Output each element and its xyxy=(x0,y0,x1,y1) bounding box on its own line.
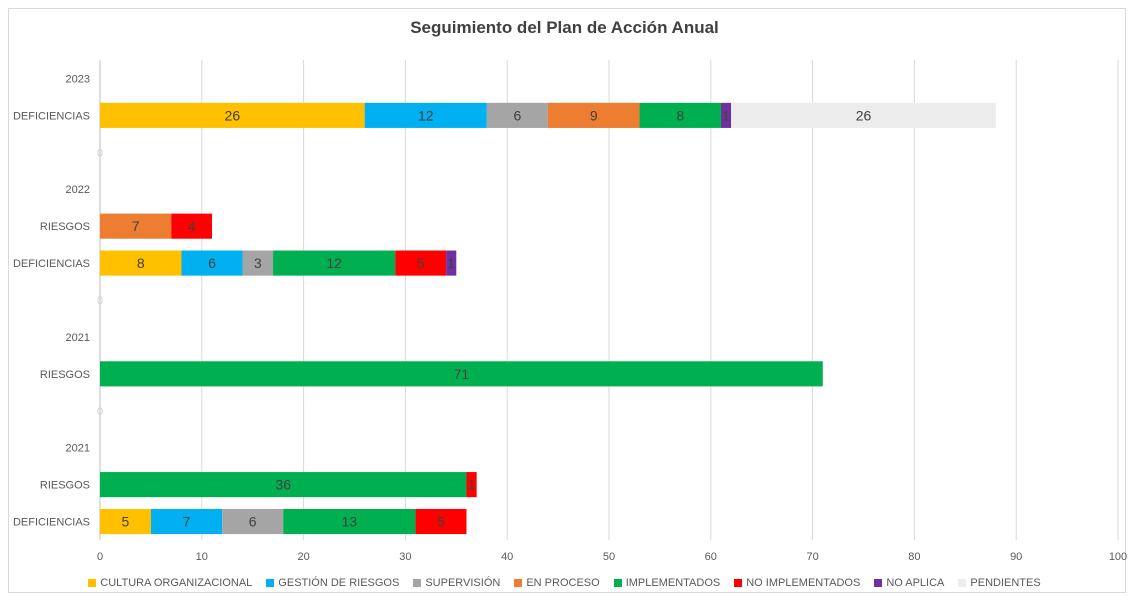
x-tick-label: 90 xyxy=(1010,551,1022,563)
bar-segment xyxy=(100,361,823,387)
data-label: 1 xyxy=(722,107,730,123)
y-category-label: RIESGOS xyxy=(40,221,90,233)
x-tick-label: 70 xyxy=(806,551,818,563)
x-tick-label: 20 xyxy=(297,551,309,563)
bar-segment xyxy=(222,508,284,535)
bar-segment xyxy=(100,250,182,276)
year-label: 2022 xyxy=(66,184,90,196)
legend-label: NO APLICA xyxy=(886,577,945,589)
bar-segment xyxy=(283,508,416,535)
data-label: 5 xyxy=(122,514,130,530)
data-label: 8 xyxy=(676,107,684,123)
legend-item: SUPERVISIÓN xyxy=(413,577,500,589)
data-label: 1 xyxy=(468,477,476,493)
legend-label: EN PROCESO xyxy=(526,577,600,589)
bar-segment xyxy=(242,250,274,276)
data-label: 1 xyxy=(447,255,455,271)
legend-label: CULTURA ORGANIZACIONAL xyxy=(100,577,253,589)
bar-segment xyxy=(364,102,487,128)
data-label: 36 xyxy=(275,477,291,493)
legend-swatch xyxy=(613,579,622,587)
legend-item: EN PROCESO xyxy=(514,577,600,589)
bar-segment xyxy=(415,508,467,535)
x-tick-label: 60 xyxy=(705,551,717,563)
data-label: 13 xyxy=(342,514,358,530)
y-category-label: RIESGOS xyxy=(40,369,90,381)
bar-segment xyxy=(171,213,212,239)
bar-segment xyxy=(273,250,396,276)
legend-item: IMPLEMENTADOS xyxy=(613,577,721,589)
year-label: 2021 xyxy=(66,443,90,455)
data-label: 12 xyxy=(326,255,342,271)
bar-segment xyxy=(547,102,640,128)
y-category-label: DEFICIENCIAS xyxy=(13,258,90,270)
separator-label: 0 xyxy=(97,406,103,418)
data-label: 26 xyxy=(856,107,872,123)
bar-segment xyxy=(466,472,477,498)
legend-label: GESTIÓN DE RIESGOS xyxy=(278,577,400,589)
legend-label: IMPLEMENTADOS xyxy=(625,577,721,589)
bar-segment xyxy=(731,102,996,128)
legend-swatch xyxy=(514,579,523,587)
legend-swatch xyxy=(413,579,422,587)
legend-item: PENDIENTES xyxy=(958,577,1041,589)
legend-swatch xyxy=(734,579,743,587)
data-label: 26 xyxy=(225,107,241,123)
bar-segment xyxy=(100,102,365,128)
y-category-label: DEFICIENCIAS xyxy=(13,517,90,529)
data-label: 4 xyxy=(188,218,196,234)
bar-segment xyxy=(446,250,457,276)
separator-label: 0 xyxy=(97,295,103,307)
chart-title: Seguimiento del Plan de Acción Anual xyxy=(410,18,719,37)
data-label: 6 xyxy=(513,107,521,123)
bar-segment xyxy=(181,250,243,276)
bar-segment xyxy=(150,508,223,535)
bar-segment xyxy=(639,102,721,128)
data-label: 71 xyxy=(454,366,470,382)
x-tick-label: 50 xyxy=(603,551,615,563)
legend-label: PENDIENTES xyxy=(970,577,1041,589)
x-tick-label: 40 xyxy=(501,551,513,563)
x-tick-label: 0 xyxy=(97,551,103,563)
data-label: 6 xyxy=(249,514,257,530)
data-label: 9 xyxy=(590,107,598,123)
legend-item: NO IMPLEMENTADOS xyxy=(734,577,860,589)
year-label: 2021 xyxy=(66,332,90,344)
legend-item: GESTIÓN DE RIESGOS xyxy=(266,577,399,589)
bar-segment xyxy=(486,102,548,128)
bar-segment xyxy=(100,472,467,498)
data-label: 7 xyxy=(132,218,140,234)
legend-swatch xyxy=(266,579,275,587)
x-tick-label: 100 xyxy=(1109,551,1127,563)
legend-label: NO IMPLEMENTADOS xyxy=(746,577,861,589)
data-label: 5 xyxy=(417,255,425,271)
y-category-label: DEFICIENCIAS xyxy=(13,110,90,122)
data-label: 3 xyxy=(254,255,262,271)
chart-legend: CULTURA ORGANIZACIONAL GESTIÓN DE RIESGOS… xyxy=(0,574,1129,592)
data-label: 6 xyxy=(208,255,216,271)
y-category-label: RIESGOS xyxy=(40,480,90,492)
x-tick-label: 80 xyxy=(908,551,920,563)
data-label: 8 xyxy=(137,255,145,271)
year-label: 2023 xyxy=(66,73,90,85)
bar-segment xyxy=(395,250,447,276)
bar-segment xyxy=(100,508,151,535)
legend-swatch xyxy=(874,579,883,587)
x-tick-label: 10 xyxy=(196,551,208,563)
legend-label: SUPERVISIÓN xyxy=(425,577,501,589)
x-tick-label: 30 xyxy=(399,551,411,563)
bar-segment xyxy=(720,102,732,128)
legend-item: CULTURA ORGANIZACIONAL xyxy=(88,577,252,589)
data-label: 7 xyxy=(183,514,191,530)
legend-item: NO APLICA xyxy=(874,577,944,589)
separator-label: 0 xyxy=(97,147,103,159)
data-label: 5 xyxy=(437,514,445,530)
legend-swatch xyxy=(88,579,97,587)
bar-segment xyxy=(100,213,172,239)
legend-swatch xyxy=(958,579,967,587)
data-label: 12 xyxy=(418,107,434,123)
